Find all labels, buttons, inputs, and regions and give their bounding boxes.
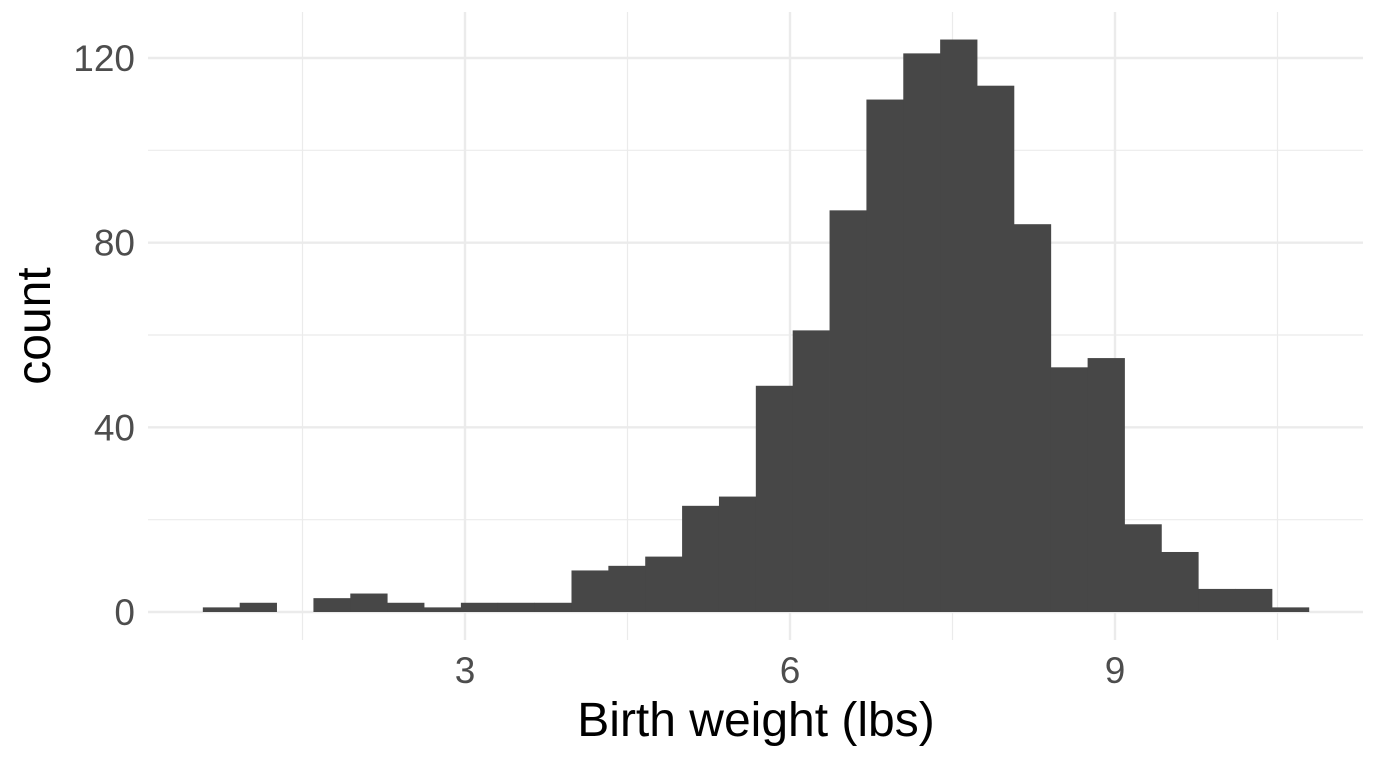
histogram-bar [239,602,277,612]
y-axis-title: count [8,267,61,384]
histogram-bar [718,496,757,612]
histogram-bar [1161,551,1199,612]
histogram-bar [350,593,388,612]
x-tick-label: 3 [455,650,476,691]
histogram-bar [497,602,536,612]
histogram-bar [1050,367,1089,612]
histogram-bar [1013,224,1052,612]
histogram-bar [460,602,499,612]
y-tick-label: 80 [94,223,135,264]
y-tick-label: 40 [94,407,135,448]
histogram-bar [202,607,241,612]
histogram-bar [313,598,351,612]
histogram-bar [866,99,904,613]
histogram-bar [1124,524,1162,612]
histogram-bar [1198,588,1236,612]
histogram-bar [387,602,425,612]
histogram-bar [940,39,978,612]
y-axis-tick-labels: 0 40 80 120 [73,38,135,633]
histogram-bar [571,570,609,612]
histogram-bar [534,602,572,612]
x-axis-tick-labels: 3 6 9 [455,650,1126,691]
histogram-bar [755,385,794,612]
histogram-bar [829,210,867,612]
x-tick-label: 6 [780,650,801,691]
histogram-bar [645,556,683,612]
y-tick-label: 0 [114,592,135,633]
histogram-bar [903,53,941,612]
histogram-bar [1087,358,1125,612]
histogram-bar [792,330,830,612]
histogram-bar [682,505,720,612]
histogram-bar [1235,588,1273,612]
x-axis-title: Birth weight (lbs) [577,694,934,747]
histogram-bars [202,39,1310,613]
histogram-bar [424,607,462,612]
histogram-bar [608,565,646,612]
histogram-bar [977,85,1015,612]
y-tick-label: 120 [73,38,135,79]
histogram-bar [1271,607,1310,612]
x-tick-label: 9 [1105,650,1126,691]
